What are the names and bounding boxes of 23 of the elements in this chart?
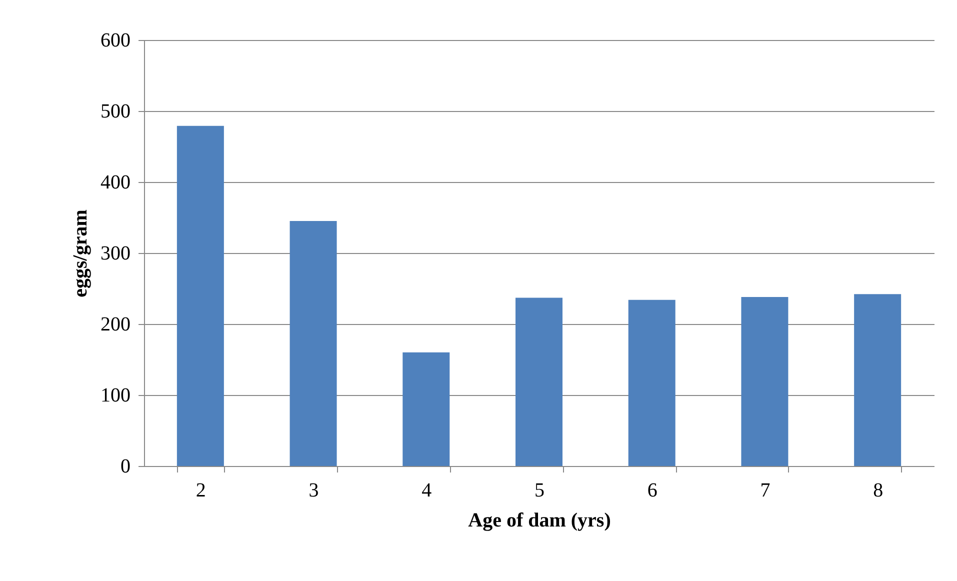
x-tick-label: 3 [308, 480, 319, 502]
x-axis-title: Age of dam (yrs) [468, 510, 611, 532]
y-tick-label: 600 [100, 30, 130, 52]
bar [628, 300, 676, 466]
y-tick-label: 400 [100, 172, 130, 194]
y-tick-label: 100 [100, 384, 130, 406]
bar [290, 221, 337, 466]
x-tick-label: 2 [196, 480, 206, 502]
y-tick-label: 0 [120, 456, 130, 478]
bar [741, 297, 788, 466]
x-tick-label: 7 [760, 480, 770, 502]
y-tick-label: 200 [100, 314, 130, 336]
y-tick-label: 500 [100, 100, 130, 122]
x-tick-label: 5 [534, 480, 544, 502]
y-tick-label: 300 [100, 242, 130, 264]
bar [176, 126, 224, 466]
y-axis-title: eggs/gram [70, 209, 92, 298]
bar [402, 352, 450, 466]
x-tick-label: 8 [873, 480, 884, 502]
bar [516, 298, 562, 466]
x-tick-label: 6 [647, 480, 658, 502]
bar [854, 294, 902, 466]
x-tick-label: 4 [422, 480, 432, 502]
